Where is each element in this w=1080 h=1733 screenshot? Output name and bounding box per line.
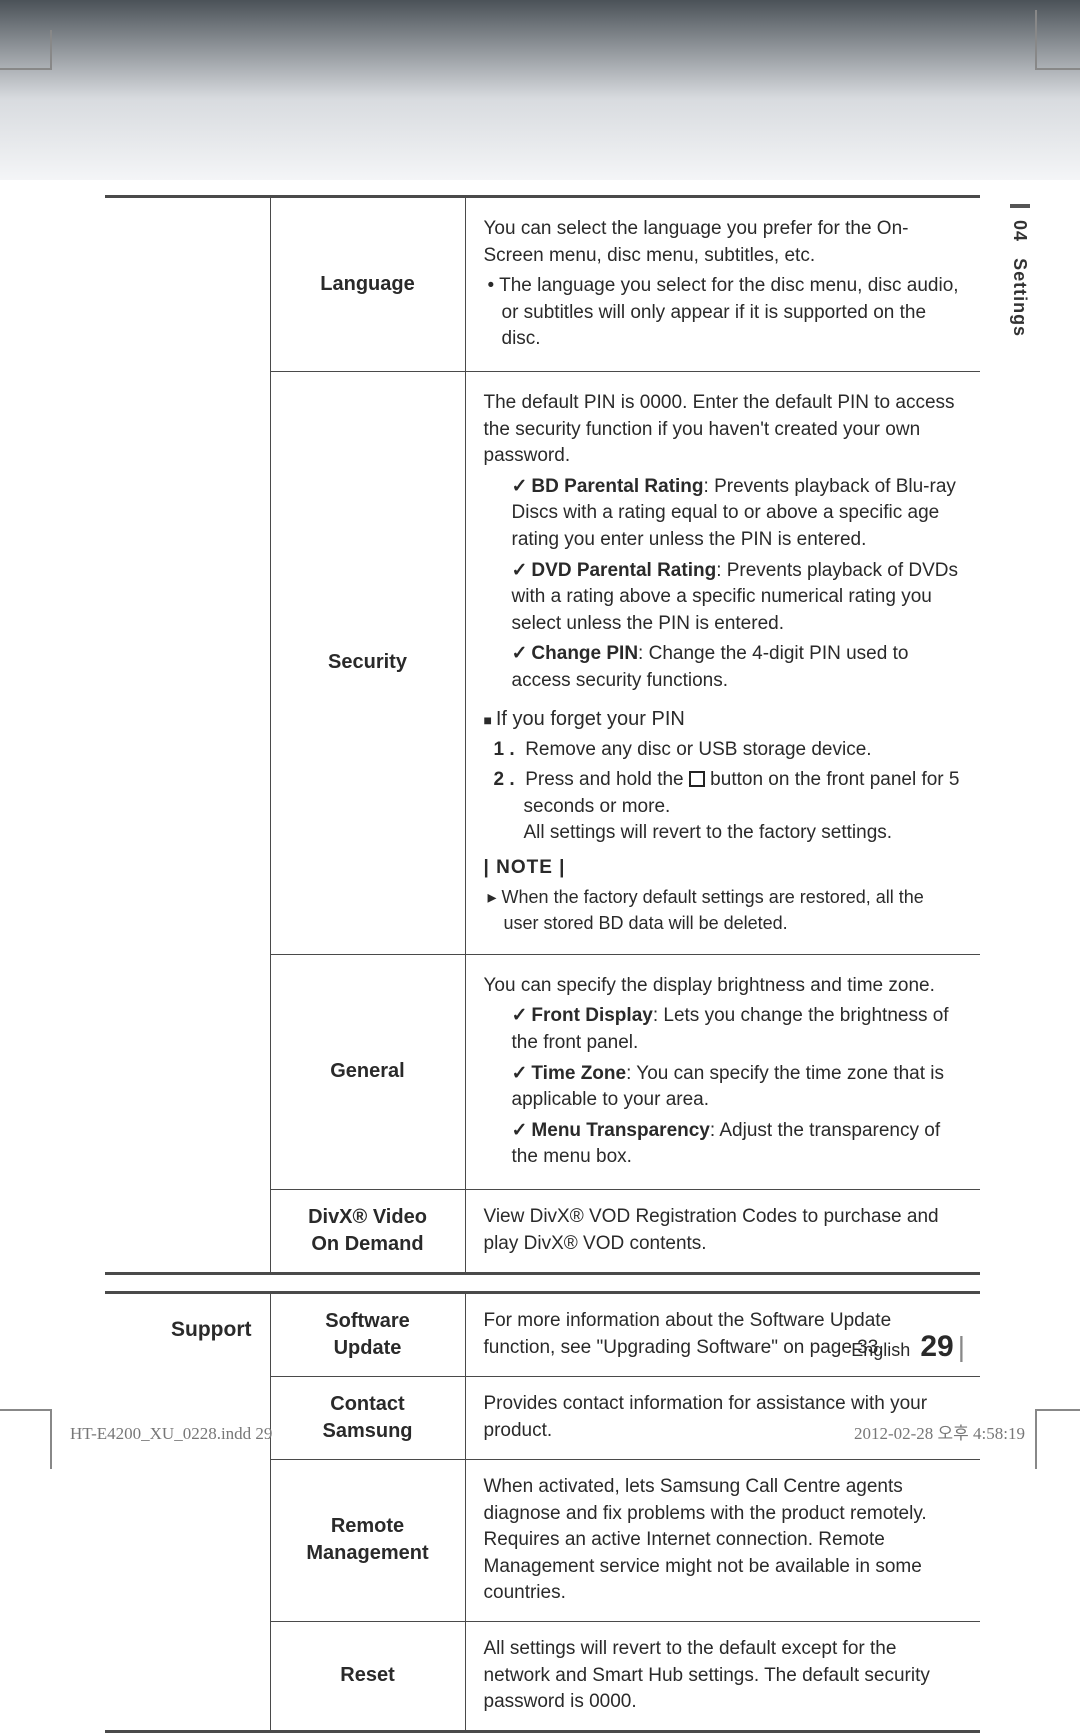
section-tab: 04 Settings (1009, 210, 1030, 337)
row-desc-contact: Provides contact information for assista… (465, 1377, 980, 1460)
content-area: Language You can select the language you… (105, 195, 980, 1733)
text: Remote (331, 1515, 404, 1537)
text: Change PIN: Change the 4-digit PIN used … (484, 641, 963, 694)
text: Contact (330, 1393, 404, 1415)
section-number: 04 (1010, 220, 1030, 242)
text: Menu Transparency (531, 1120, 709, 1141)
text: The language you select for the disc men… (499, 275, 958, 349)
note-heading: | NOTE | (484, 855, 963, 882)
text: DVD Parental Rating (531, 560, 716, 581)
text: On Demand (311, 1233, 423, 1255)
text: Change PIN (531, 643, 638, 664)
text: You can specify the display brightness a… (484, 973, 963, 1000)
row-desc-security: The default PIN is 0000. Enter the defau… (465, 371, 980, 954)
text: Samsung (322, 1420, 412, 1442)
text: 2 . (494, 769, 515, 790)
stop-icon (689, 771, 705, 787)
row-label-security: Security (270, 371, 465, 954)
row-label-language: Language (270, 197, 465, 372)
text: Front Display: Lets you change the brigh… (484, 1003, 963, 1056)
text: BD Parental Rating (531, 476, 703, 497)
table-gap (105, 1275, 980, 1291)
text: Press and hold the (525, 769, 689, 790)
row-desc-language: You can select the language you prefer f… (465, 197, 980, 372)
footer-language: English (851, 1340, 910, 1360)
page-footer: English 29| (851, 1330, 965, 1364)
text: If you forget your PIN (484, 705, 963, 733)
text: 1 . (494, 739, 515, 760)
crop-mark (0, 1409, 50, 1411)
crop-mark (50, 1409, 52, 1469)
page-number: 29 (920, 1330, 953, 1363)
row-label-contact: Contact Samsung (270, 1377, 465, 1460)
crop-mark (1035, 10, 1037, 70)
row-label-software: Software Update (270, 1293, 465, 1377)
text: Time Zone (531, 1063, 626, 1084)
print-footer-left: HT-E4200_XU_0228.indd 29 (70, 1424, 272, 1444)
crop-mark (1035, 1409, 1080, 1411)
row-label-remote: Remote Management (270, 1460, 465, 1622)
settings-table-support: Support Software Update For more informa… (105, 1291, 980, 1733)
header-gradient (0, 0, 1080, 180)
category-cell-empty (105, 197, 270, 1274)
row-label-general: General (270, 954, 465, 1189)
text: BD Parental Rating: Prevents playback of… (484, 474, 963, 554)
crop-mark (1035, 68, 1080, 70)
text: You can select the language you prefer f… (484, 216, 963, 269)
text: Update (334, 1337, 402, 1359)
note-body: When the factory default settings are re… (484, 885, 963, 935)
row-label-divx: DivX® Video On Demand (270, 1190, 465, 1274)
row-desc-reset: All settings will revert to the default … (465, 1621, 980, 1731)
text: Software (325, 1310, 409, 1332)
text: Menu Transparency: Adjust the transparen… (484, 1118, 963, 1171)
row-desc-general: You can specify the display brightness a… (465, 954, 980, 1189)
crop-mark (50, 30, 52, 70)
row-desc-remote: When activated, lets Samsung Call Centre… (465, 1460, 980, 1622)
print-footer-right: 2012-02-28 오후 4:58:19 (854, 1419, 1025, 1444)
crop-mark (0, 68, 50, 70)
category-cell-support: Support (105, 1293, 270, 1732)
row-desc-divx: View DivX® VOD Registration Codes to pur… (465, 1190, 980, 1274)
text: Remove any disc or USB storage device. (525, 739, 871, 760)
text: DivX® Video (308, 1206, 427, 1228)
text: DVD Parental Rating: Prevents playback o… (484, 558, 963, 638)
text: 2 . Press and hold the button on the fro… (484, 767, 963, 847)
text: Management (306, 1542, 428, 1564)
text: Time Zone: You can specify the time zone… (484, 1061, 963, 1114)
section-label: Settings (1010, 258, 1030, 337)
text: The default PIN is 0000. Enter the defau… (484, 390, 963, 470)
crop-mark (1035, 1409, 1037, 1469)
settings-table-system: Language You can select the language you… (105, 195, 980, 1275)
text: • The language you select for the disc m… (488, 273, 963, 353)
page-number-divider: | (958, 1331, 965, 1362)
row-label-reset: Reset (270, 1621, 465, 1731)
text: Front Display (531, 1005, 652, 1026)
text: All settings will revert to the factory … (524, 822, 893, 843)
text: 1 . Remove any disc or USB storage devic… (484, 737, 963, 764)
